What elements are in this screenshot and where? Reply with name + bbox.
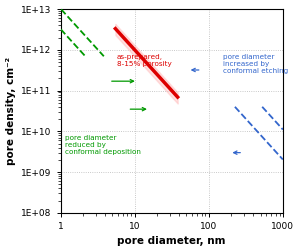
- Text: pore diameter
reduced by
conformal deposition: pore diameter reduced by conformal depos…: [65, 136, 141, 155]
- Text: as-prepared,
8-15% porosity: as-prepared, 8-15% porosity: [117, 54, 172, 67]
- X-axis label: pore diameter, nm: pore diameter, nm: [118, 236, 226, 246]
- Y-axis label: pore density, cm⁻²: pore density, cm⁻²: [6, 57, 16, 165]
- Text: pore diameter
increased by
conformal etching: pore diameter increased by conformal etc…: [223, 54, 288, 74]
